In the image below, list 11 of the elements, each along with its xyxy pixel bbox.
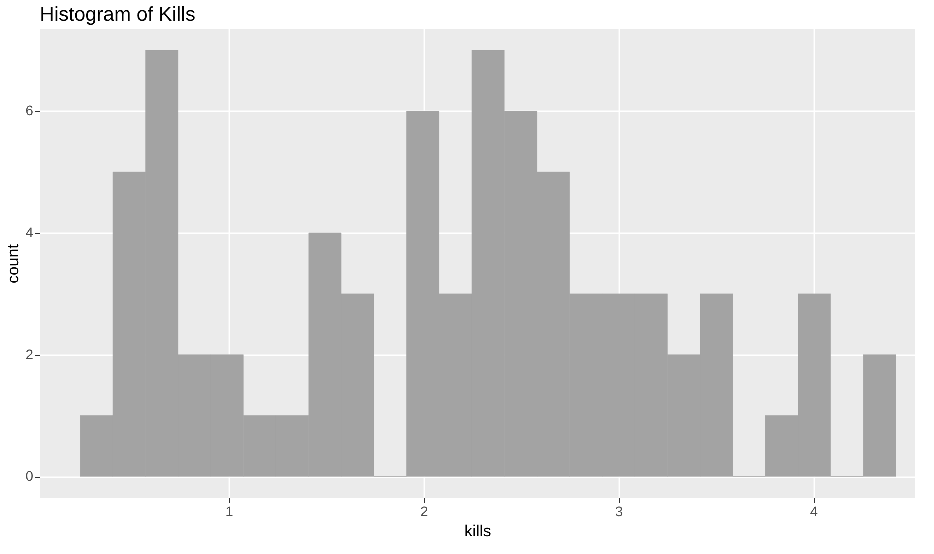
y-tick-label: 4: [26, 224, 34, 241]
chart-title: Histogram of Kills: [40, 4, 196, 26]
x-axis-title: kills: [464, 524, 492, 540]
y-tick-label: 6: [26, 102, 34, 119]
y-axis-title: count: [6, 244, 23, 284]
y-tick-label: 0: [26, 468, 34, 484]
y-tick-label: 2: [26, 346, 34, 362]
x-tick-label: 1: [226, 504, 234, 520]
x-tick-label: 2: [420, 504, 429, 520]
x-tick-label: 3: [615, 504, 624, 520]
x-tick-label: 4: [810, 504, 818, 520]
